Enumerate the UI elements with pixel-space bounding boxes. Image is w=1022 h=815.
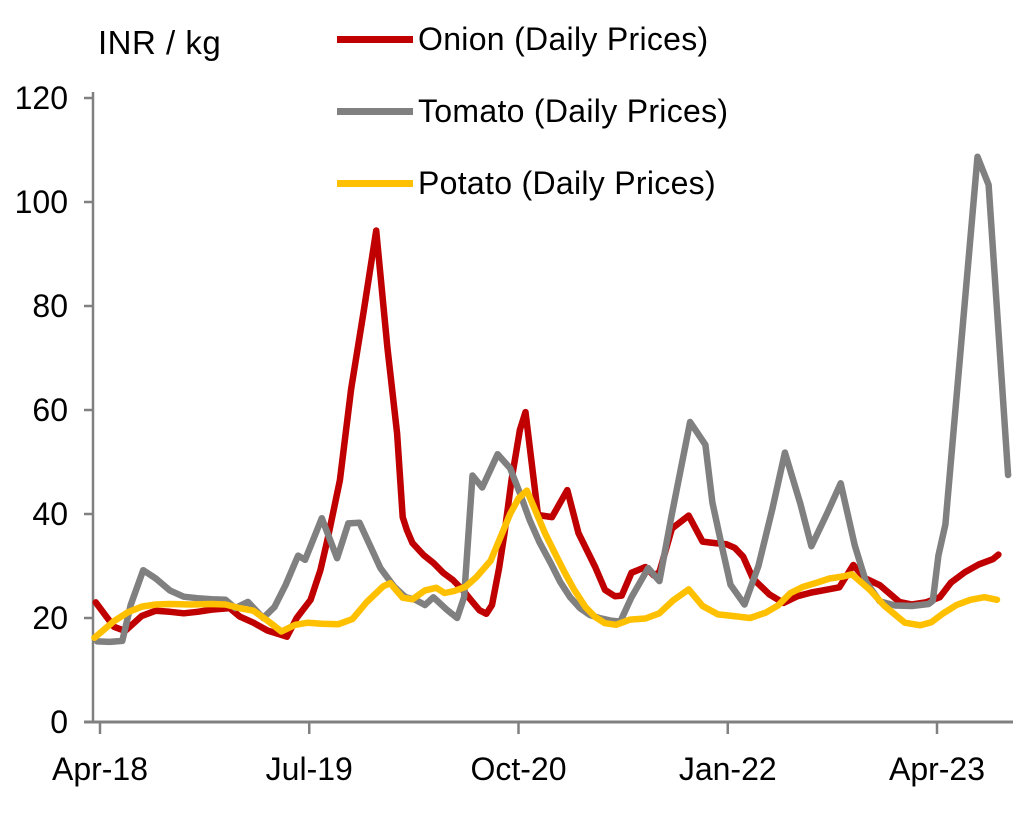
y-tick-label: 100	[15, 184, 68, 220]
tomato-line-swatch	[337, 107, 413, 115]
y-tick-label: 20	[32, 600, 68, 636]
x-tick-label: Apr-23	[889, 751, 985, 787]
onion-line	[92, 227, 1002, 640]
legend-label-onion: Onion (Daily Prices)	[418, 20, 709, 57]
legend-item-onion: Onion (Daily Prices)	[337, 20, 709, 57]
y-tick-label: 40	[32, 496, 68, 532]
y-tick-label: 120	[15, 80, 68, 116]
x-tick-label: Oct-20	[470, 751, 566, 787]
potato-line-swatch	[337, 179, 413, 187]
x-tick-label: Apr-18	[52, 751, 148, 787]
x-tick-label: Jul-19	[266, 751, 353, 787]
x-tick-label: Jan-22	[679, 751, 777, 787]
y-tick-label: 60	[32, 392, 68, 428]
y-tick-label: 0	[50, 704, 68, 740]
legend-item-potato: Potato (Daily Prices)	[337, 164, 716, 201]
legend-label-potato: Potato (Daily Prices)	[418, 164, 716, 201]
onion-line-swatch	[337, 35, 413, 43]
tomato-line	[93, 153, 1012, 646]
legend-label-tomato: Tomato (Daily Prices)	[418, 92, 729, 129]
potato-line	[91, 487, 1001, 642]
y-tick-label: 80	[32, 288, 68, 324]
y-axis-title: INR / kg	[98, 24, 222, 61]
legend-item-tomato: Tomato (Daily Prices)	[337, 92, 729, 129]
